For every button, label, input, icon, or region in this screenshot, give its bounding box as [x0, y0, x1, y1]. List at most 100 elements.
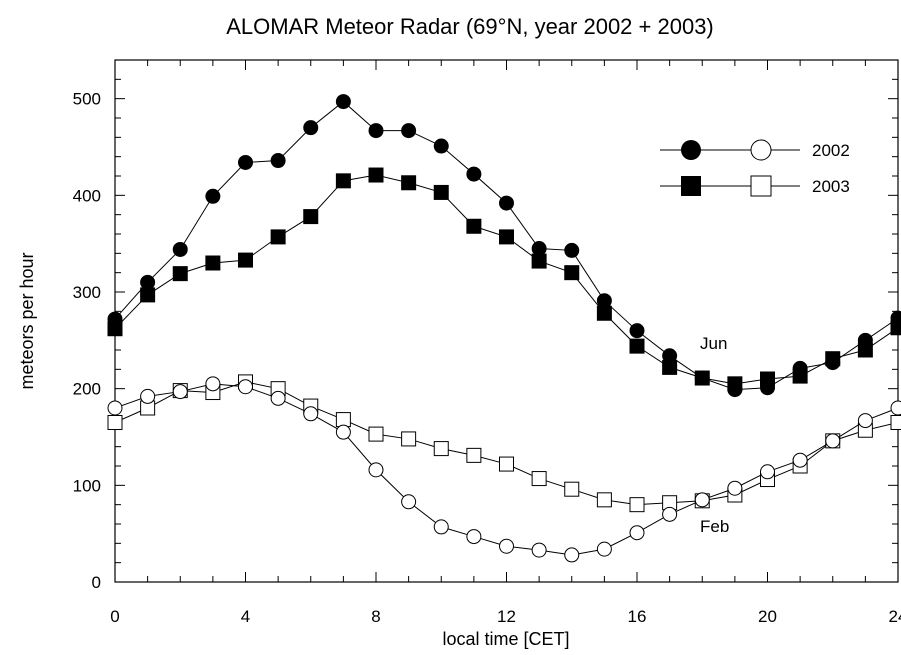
data-point [466, 529, 482, 545]
data-point [596, 541, 612, 557]
data-point [335, 412, 351, 428]
data-point [401, 431, 417, 447]
data-point [531, 253, 547, 269]
data-point [433, 184, 449, 200]
x-axis-label: local time [CET] [442, 629, 569, 649]
data-point [629, 323, 645, 339]
data-point [303, 209, 319, 225]
legend-marker-2003-filled [681, 176, 701, 196]
data-point [107, 415, 123, 430]
data-point [368, 462, 384, 478]
data-point [792, 360, 808, 376]
data-point [694, 370, 710, 386]
x-tick-label: 0 [110, 607, 119, 626]
data-point [238, 252, 253, 268]
data-point [564, 265, 580, 281]
data-point [629, 525, 645, 541]
data-point [270, 229, 286, 245]
data-point [694, 492, 710, 508]
series-line [114, 100, 899, 391]
data-point [205, 255, 221, 271]
data-point [825, 355, 841, 371]
data-point [303, 406, 319, 422]
data-point [564, 547, 580, 563]
data-point [368, 426, 384, 442]
data-point [629, 338, 645, 354]
y-tick-label: 500 [73, 90, 101, 109]
plot-frame [114, 59, 899, 583]
data-point [368, 123, 384, 139]
data-point [727, 480, 743, 496]
data-point [629, 497, 645, 513]
data-point [499, 195, 514, 211]
legend-marker-2003-open [750, 175, 772, 197]
data-point [205, 188, 221, 204]
axis-ticks [114, 59, 899, 583]
data-point [727, 382, 743, 398]
data-point [140, 287, 156, 303]
data-point [270, 390, 286, 406]
data-point [466, 447, 482, 463]
x-tick-label: 12 [497, 607, 516, 626]
data-point [466, 166, 482, 182]
data-point [107, 400, 123, 416]
x-tick-label: 16 [628, 607, 647, 626]
data-point [433, 441, 449, 457]
data-point [564, 481, 580, 497]
data-point [890, 310, 901, 326]
annotation-jun: Jun [700, 334, 727, 353]
data-point [335, 173, 351, 189]
legend-label-2003: 2003 [812, 177, 850, 196]
data-point [270, 153, 286, 169]
data-point [890, 400, 901, 416]
chart-title: ALOMAR Meteor Radar (69°N, year 2002 + 2… [226, 14, 714, 39]
annotation-feb: Feb [700, 517, 729, 536]
y-tick-label: 400 [73, 186, 101, 205]
series-feb-2002 [107, 376, 901, 563]
data-point [499, 538, 514, 554]
data-point [564, 242, 580, 258]
data-point [662, 348, 678, 364]
data-point [172, 241, 188, 257]
data-point [368, 167, 384, 183]
y-axis-label: meteors per hour [17, 252, 37, 389]
legend-label-2002: 2002 [812, 141, 850, 160]
data-point [596, 492, 612, 508]
legend-marker-2002-open [750, 139, 772, 161]
x-tick-label: 8 [371, 607, 380, 626]
data-point [172, 266, 188, 282]
y-tick-label: 300 [73, 283, 101, 302]
data-point [303, 120, 319, 136]
data-point [107, 311, 123, 327]
series-jun-2002 [107, 94, 901, 398]
y-tick-label: 100 [73, 476, 101, 495]
data-series [107, 94, 901, 563]
legend-marker-2002-filled [681, 140, 701, 160]
data-point [335, 424, 351, 440]
data-point [335, 94, 351, 110]
data-point [857, 332, 873, 348]
data-point [205, 376, 221, 392]
legend: 2002 2003 [660, 139, 850, 197]
data-point [499, 456, 514, 472]
data-point [401, 123, 417, 139]
data-point [857, 413, 873, 429]
data-point [238, 379, 253, 395]
data-point [531, 241, 547, 256]
y-tick-label: 200 [73, 380, 101, 399]
data-point [662, 506, 678, 522]
data-point [433, 519, 449, 535]
series-feb-2003 [107, 374, 901, 513]
data-point [172, 384, 188, 400]
data-point [401, 175, 417, 191]
x-tick-label: 4 [241, 607, 250, 626]
data-point [238, 154, 253, 170]
data-point [890, 415, 901, 430]
x-tick-label: 24 [889, 607, 901, 626]
data-point [596, 305, 612, 321]
data-point [531, 542, 547, 558]
data-point [825, 433, 841, 449]
data-point [499, 229, 514, 245]
data-point [760, 380, 775, 396]
